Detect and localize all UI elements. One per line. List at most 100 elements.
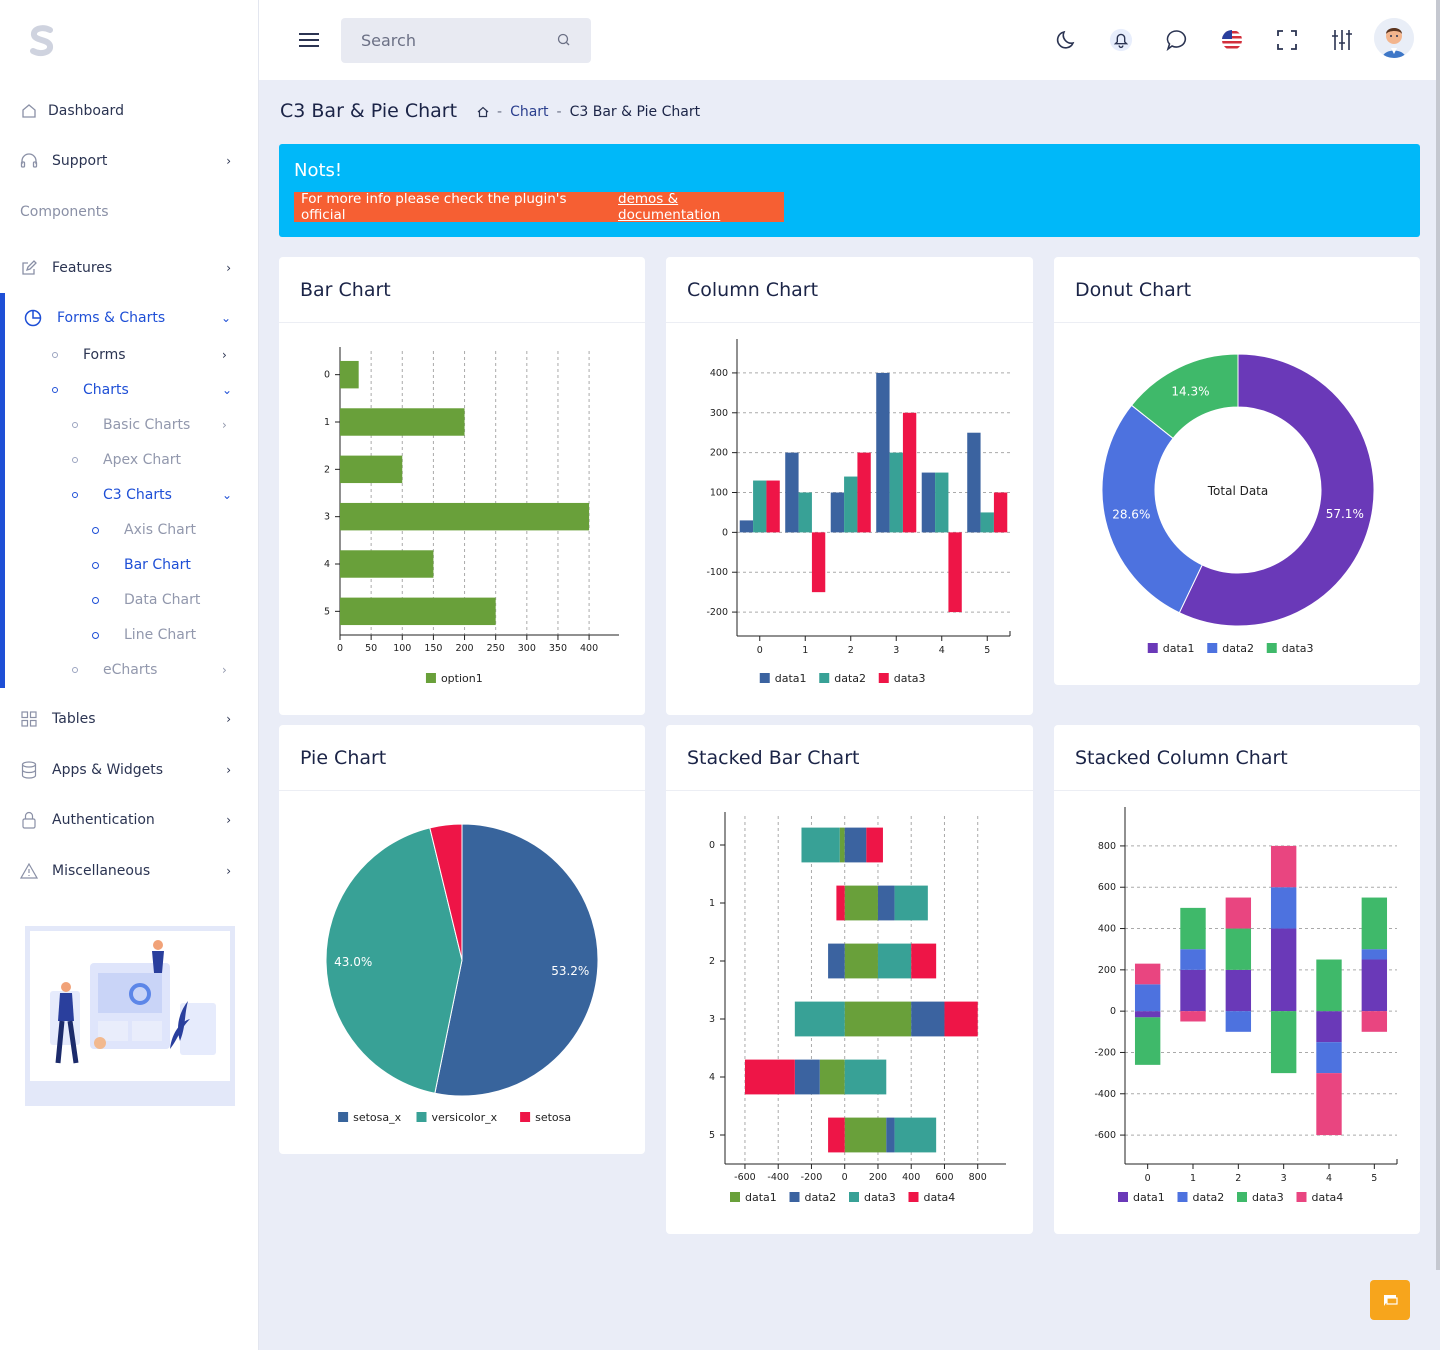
bar-segment xyxy=(794,1001,845,1037)
chevron-right-icon: › xyxy=(226,261,231,275)
pie-chart: 53.2% 43.0% setosa_x versicolor_x setosa xyxy=(325,823,599,1124)
fullscreen-icon[interactable] xyxy=(1275,28,1299,52)
y-tick-label: -600 xyxy=(1094,1130,1116,1141)
chat-icon[interactable] xyxy=(1165,28,1189,52)
sidebar-item-label: Axis Chart xyxy=(124,522,196,538)
column-segment xyxy=(1134,984,1161,1012)
us-flag-icon[interactable] xyxy=(1220,28,1244,52)
chevron-down-icon: ⌄ xyxy=(222,383,233,397)
home-icon[interactable] xyxy=(477,106,489,118)
hamburger-menu-icon[interactable] xyxy=(299,32,319,48)
x-tick-label: 0 xyxy=(842,1172,848,1183)
column-segment xyxy=(1180,969,1206,1012)
legend-swatch xyxy=(425,673,436,683)
bar-chart: 0 50 100 150 200 250 300 350 400 0 1 2 3 4 5 option1 xyxy=(324,347,619,685)
column xyxy=(766,480,780,533)
warning-icon xyxy=(20,862,38,880)
x-tick-label: -200 xyxy=(801,1172,823,1183)
avatar[interactable] xyxy=(1374,18,1414,58)
column xyxy=(967,432,981,533)
bullet-icon xyxy=(92,631,99,639)
sidebar-item-dashboard[interactable]: Dashboard xyxy=(0,94,259,128)
legend-swatch xyxy=(1177,1192,1188,1202)
sidebar-item-forms-charts[interactable]: Forms & Charts ⌄ xyxy=(0,301,259,335)
headphones-icon xyxy=(20,152,38,170)
search-icon[interactable] xyxy=(557,33,571,47)
column-segment xyxy=(1361,959,1388,1012)
column xyxy=(753,480,767,533)
page-scrollbar[interactable] xyxy=(1436,0,1440,1270)
bar-segment xyxy=(844,885,878,921)
legend-label: data2 xyxy=(1193,1191,1225,1204)
y-tick-label: -100 xyxy=(706,567,728,578)
column-segment xyxy=(1361,897,1388,950)
column xyxy=(876,372,890,533)
sidebar-item-support[interactable]: Support › xyxy=(0,144,259,178)
column-segment xyxy=(1225,928,1252,970)
floating-action-button[interactable] xyxy=(1370,1280,1410,1320)
sidebar-item-authentication[interactable]: Authentication › xyxy=(0,803,259,837)
bullet-icon xyxy=(72,667,78,673)
sidebar-item-label: Tables xyxy=(52,711,96,727)
breadcrumb-link-chart[interactable]: Chart xyxy=(510,104,549,120)
x-tick-label: 5 xyxy=(1371,1173,1377,1184)
sidebar-item-label: eCharts xyxy=(103,662,158,678)
pie-chart-icon xyxy=(24,309,42,327)
sidebar-item-features[interactable]: Features › xyxy=(0,251,259,285)
column xyxy=(889,452,903,533)
bullet-icon xyxy=(92,526,99,534)
sidebar-item-forms[interactable]: Forms › xyxy=(52,347,227,363)
y-tick-label: 200 xyxy=(710,448,728,459)
sidebar-item-c3-charts[interactable]: C3 Charts ⌄ xyxy=(72,487,232,503)
home-icon xyxy=(20,102,38,120)
bar-segment xyxy=(844,943,878,979)
sliders-icon[interactable] xyxy=(1330,28,1354,52)
sidebar-item-miscellaneous[interactable]: Miscellaneous › xyxy=(0,854,259,888)
bullet-icon xyxy=(52,387,58,393)
x-tick-label: 600 xyxy=(935,1172,953,1183)
pie-slice xyxy=(325,827,463,1094)
y-tick-label: 4 xyxy=(324,559,330,570)
chevron-down-icon: ⌄ xyxy=(222,488,233,502)
y-tick-label: 5 xyxy=(324,606,330,617)
bullet-icon xyxy=(52,352,58,358)
legend-label: setosa xyxy=(535,1111,571,1124)
x-tick-label: 4 xyxy=(1326,1173,1332,1184)
legend-label: data2 xyxy=(834,672,866,685)
logo-icon[interactable] xyxy=(28,24,58,58)
info-alert: Nots! For more info please check the plu… xyxy=(279,144,1420,237)
bar-segment xyxy=(828,1117,845,1153)
chevron-right-icon: › xyxy=(226,712,231,726)
chevron-right-icon: › xyxy=(222,348,227,362)
chevron-right-icon: › xyxy=(226,763,231,777)
y-tick-label: 0 xyxy=(1110,1006,1116,1017)
legend-label: data1 xyxy=(745,1191,777,1204)
sidebar-item-bar-chart[interactable]: Bar Chart xyxy=(92,557,191,573)
sidebar-item-echarts[interactable]: eCharts › xyxy=(72,662,227,678)
sidebar-item-charts[interactable]: Charts ⌄ xyxy=(52,382,232,398)
sidebar-item-line-chart[interactable]: Line Chart xyxy=(92,627,196,643)
search-input[interactable]: Search xyxy=(341,18,591,63)
y-tick-label: 1 xyxy=(709,898,715,909)
bar-segment xyxy=(894,885,928,921)
bell-icon[interactable] xyxy=(1109,28,1133,52)
legend-label: data3 xyxy=(1282,642,1314,655)
x-tick-label: 5 xyxy=(984,645,990,656)
legend-label: data3 xyxy=(894,672,926,685)
x-tick-label: 150 xyxy=(424,643,442,654)
legend-label: setosa_x xyxy=(353,1111,402,1124)
sidebar-item-basic-charts[interactable]: Basic Charts › xyxy=(72,417,227,433)
alert-docs-link[interactable]: demos & documentation xyxy=(618,191,721,223)
sidebar-item-axis-chart[interactable]: Axis Chart xyxy=(92,522,196,538)
legend-swatch xyxy=(520,1112,531,1122)
chevron-down-icon: ⌄ xyxy=(220,311,231,325)
moon-icon[interactable] xyxy=(1055,28,1079,52)
sidebar-item-data-chart[interactable]: Data Chart xyxy=(92,592,200,608)
sidebar-item-apex-chart[interactable]: Apex Chart xyxy=(72,452,181,468)
sidebar-item-apps-widgets[interactable]: Apps & Widgets › xyxy=(0,753,259,787)
sidebar-item-tables[interactable]: Tables › xyxy=(0,702,259,736)
pie-chart-card: Pie Chart 53.2% 43.0% setosa_x versicolor_x… xyxy=(279,725,645,1154)
column-chart: -200 -100 0 100 200 300 400 0 1 2 3 4 5 data1 data2 dat… xyxy=(706,339,1011,685)
x-tick-label: 200 xyxy=(455,643,473,654)
x-tick-label: 0 xyxy=(337,643,343,654)
